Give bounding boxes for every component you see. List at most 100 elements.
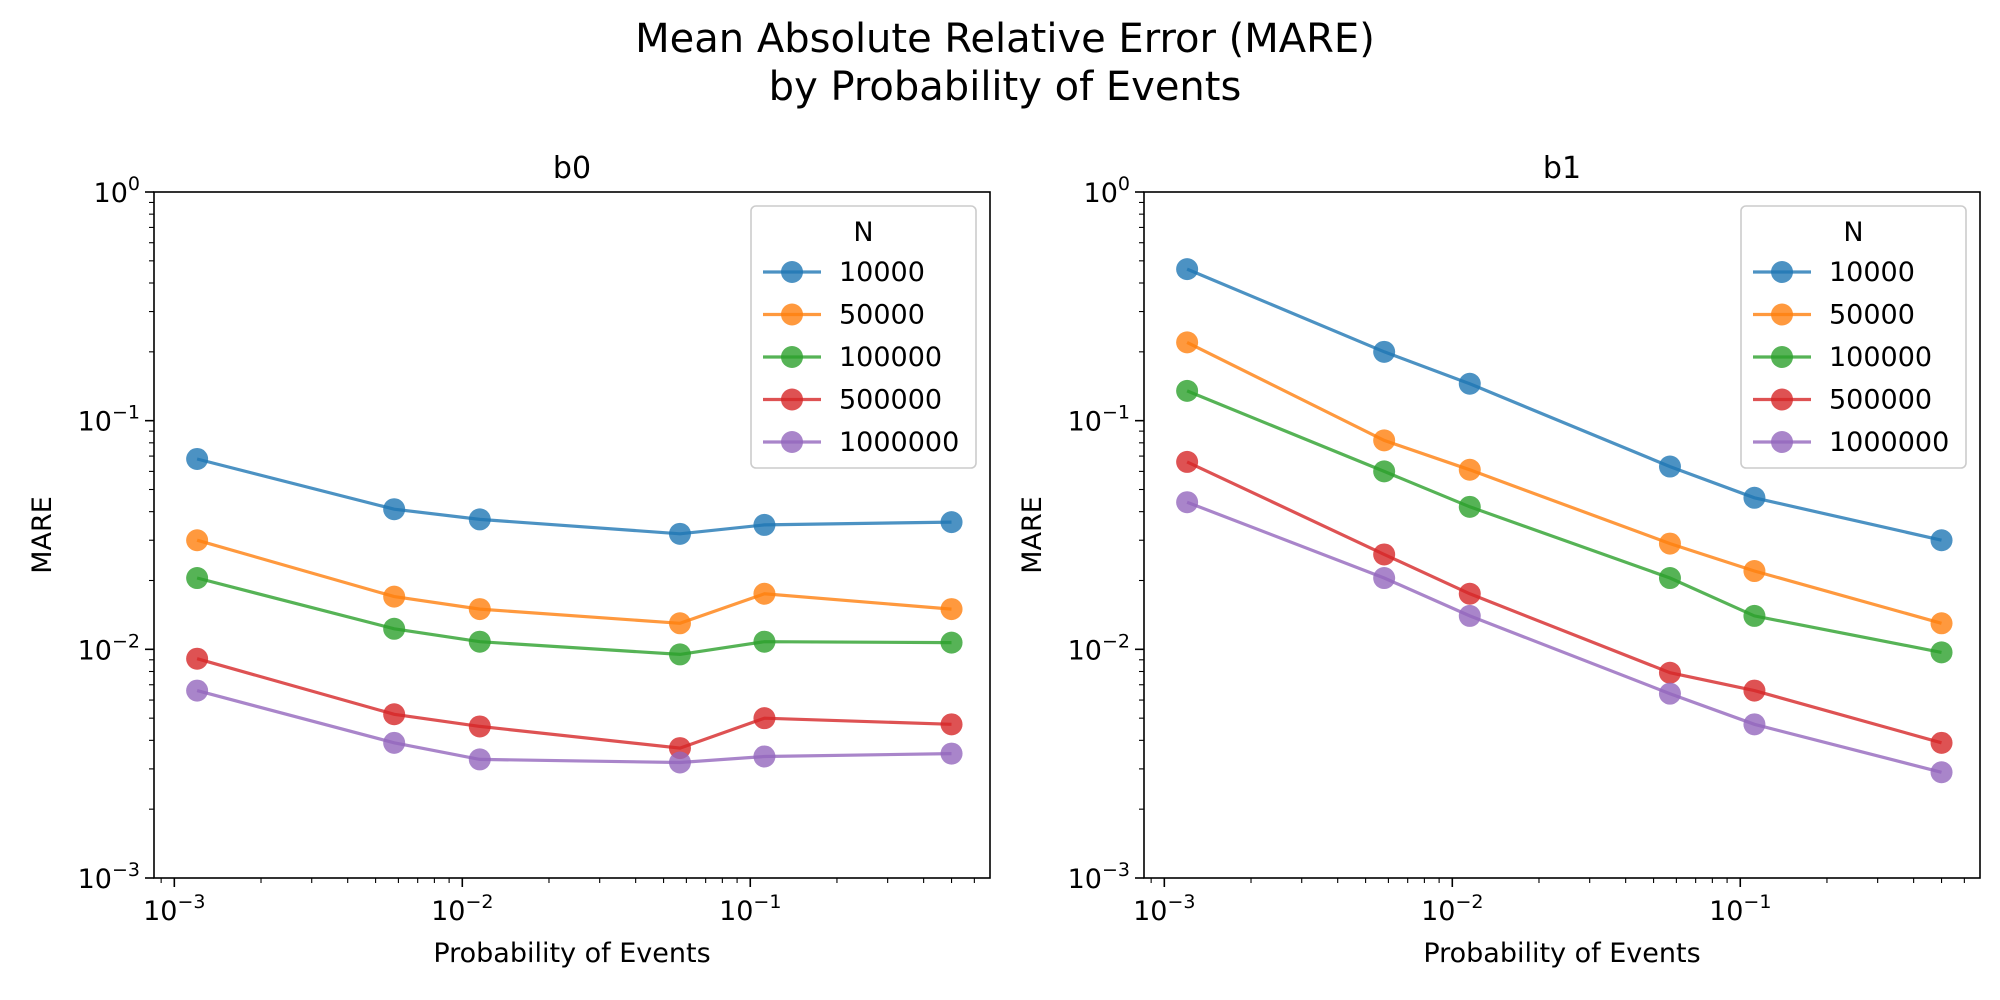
data-point-b1-50000 bbox=[1930, 612, 1953, 635]
series-line-b0-100000 bbox=[196, 576, 952, 657]
y-tick-label-b0: 10−2 bbox=[78, 630, 140, 666]
data-point-b1-500000 bbox=[1930, 731, 1953, 754]
data-point-b0-100000 bbox=[753, 630, 776, 653]
plot-title-b0: b0 bbox=[553, 151, 591, 186]
data-point-b0-1000000 bbox=[186, 679, 209, 702]
data-point-b0-50000 bbox=[753, 582, 776, 605]
data-point-b0-100000 bbox=[383, 617, 406, 640]
series-line-b1-50000 bbox=[1186, 340, 1942, 625]
data-point-b0-100000 bbox=[186, 567, 209, 590]
legend-label-b1-10000: 10000 bbox=[1829, 257, 1915, 288]
series-line-b1-100000 bbox=[1186, 389, 1942, 654]
legend-label-b0-500000: 500000 bbox=[839, 385, 942, 416]
y-tick-label-b1: 100 bbox=[1084, 173, 1130, 209]
data-point-b0-50000 bbox=[468, 598, 491, 621]
x-tick-label-b0: 10−1 bbox=[719, 891, 781, 927]
data-point-b1-50000 bbox=[1373, 429, 1396, 452]
y-tick-label-b0: 100 bbox=[94, 173, 140, 209]
data-point-b0-100000 bbox=[668, 643, 691, 666]
data-point-b1-50000 bbox=[1176, 331, 1199, 354]
plot-frame-b1 bbox=[1143, 191, 1981, 879]
chart-panel-b1: b1 10−3 10−2 10−1 10−3 10−2 10−1 100 Probability… bbox=[1017, 151, 1981, 969]
data-point-b0-500000 bbox=[940, 713, 963, 736]
legend-label-b1-1000000: 1000000 bbox=[1829, 427, 1949, 458]
legend-marker-b1-10000 bbox=[1771, 261, 1793, 283]
data-point-b0-50000 bbox=[186, 529, 209, 552]
y-tick-label-b0: 10−1 bbox=[78, 402, 140, 438]
series-line-b0-50000 bbox=[196, 538, 952, 625]
data-point-b1-10000 bbox=[1176, 258, 1199, 281]
data-point-b1-10000 bbox=[1458, 372, 1481, 395]
figure-title-line-2: by Probability of Events bbox=[769, 64, 1242, 110]
data-point-b0-100000 bbox=[940, 631, 963, 654]
legend-label-b1-100000: 100000 bbox=[1829, 342, 1932, 373]
data-point-b0-500000 bbox=[383, 703, 406, 726]
figure-title-line-1: Mean Absolute Relative Error (MARE) bbox=[635, 16, 1375, 62]
data-point-b0-10000 bbox=[940, 511, 963, 534]
legend-marker-b1-100000 bbox=[1771, 346, 1793, 368]
series-line-b0-500000 bbox=[196, 657, 952, 750]
legend-marker-b1-1000000 bbox=[1771, 431, 1793, 453]
legend-label-b0-1000000: 1000000 bbox=[839, 427, 959, 458]
y-axis-label-b0: MARE bbox=[27, 496, 58, 574]
data-point-b0-1000000 bbox=[468, 748, 491, 771]
data-point-b1-100000 bbox=[1176, 379, 1199, 402]
data-point-b0-500000 bbox=[468, 715, 491, 738]
data-point-b1-1000000 bbox=[1930, 761, 1953, 784]
data-point-b0-10000 bbox=[668, 522, 691, 545]
data-point-b1-100000 bbox=[1743, 604, 1766, 627]
data-point-b0-50000 bbox=[940, 598, 963, 621]
legend-marker-b0-1000000 bbox=[781, 431, 803, 453]
data-point-b1-50000 bbox=[1743, 560, 1766, 583]
x-tick-label-b1: 10−3 bbox=[1133, 891, 1195, 927]
data-point-b1-100000 bbox=[1458, 495, 1481, 518]
series-line-b0-1000000 bbox=[196, 689, 952, 765]
data-point-b1-1000000 bbox=[1176, 491, 1199, 514]
data-point-b1-1000000 bbox=[1373, 567, 1396, 590]
x-axis-label-b1: Probability of Events bbox=[1423, 938, 1700, 969]
data-point-b1-100000 bbox=[1658, 567, 1681, 590]
data-point-b1-10000 bbox=[1658, 455, 1681, 478]
series-line-b0-10000 bbox=[196, 457, 952, 536]
data-point-b1-1000000 bbox=[1458, 604, 1481, 627]
data-point-b1-500000 bbox=[1743, 679, 1766, 702]
series-line-b1-500000 bbox=[1186, 460, 1942, 745]
data-point-b1-50000 bbox=[1658, 532, 1681, 555]
plot-frame-b0 bbox=[153, 191, 991, 879]
legend-marker-b0-500000 bbox=[781, 388, 803, 411]
y-axis-label-b1: MARE bbox=[1017, 496, 1048, 574]
data-point-b1-500000 bbox=[1373, 543, 1396, 566]
data-point-b1-500000 bbox=[1458, 582, 1481, 605]
data-point-b1-10000 bbox=[1930, 529, 1953, 552]
x-tick-label-b1: 10−1 bbox=[1709, 891, 1771, 927]
legend-label-b1-500000: 500000 bbox=[1829, 385, 1932, 416]
data-point-b0-100000 bbox=[468, 630, 491, 653]
legend-label-b0-10000: 10000 bbox=[839, 257, 925, 288]
legend-label-b0-50000: 50000 bbox=[839, 300, 925, 331]
data-point-b1-100000 bbox=[1373, 460, 1396, 483]
data-point-b0-10000 bbox=[383, 498, 406, 521]
data-point-b1-50000 bbox=[1458, 458, 1481, 481]
data-point-b1-1000000 bbox=[1658, 682, 1681, 705]
data-point-b0-1000000 bbox=[753, 745, 776, 768]
y-tick-label-b1: 10−2 bbox=[1068, 630, 1130, 666]
legend-title-b1: N bbox=[1843, 217, 1863, 248]
y-tick-label-b1: 10−3 bbox=[1068, 859, 1130, 895]
data-point-b1-1000000 bbox=[1743, 713, 1766, 736]
data-point-b1-500000 bbox=[1658, 661, 1681, 684]
data-point-b1-10000 bbox=[1373, 340, 1396, 363]
data-point-b0-10000 bbox=[468, 508, 491, 531]
legend-marker-b0-50000 bbox=[781, 303, 803, 326]
data-point-b1-500000 bbox=[1176, 450, 1199, 473]
x-axis-label-b0: Probability of Events bbox=[433, 938, 710, 969]
data-point-b0-500000 bbox=[753, 707, 776, 730]
plot-title-b1: b1 bbox=[1543, 151, 1581, 186]
legend-marker-b1-500000 bbox=[1771, 388, 1793, 411]
legend-marker-b0-100000 bbox=[781, 346, 803, 368]
x-tick-label-b0: 10−3 bbox=[143, 891, 205, 927]
data-point-b0-10000 bbox=[186, 447, 209, 470]
series-line-b1-1000000 bbox=[1186, 500, 1942, 774]
data-point-b0-1000000 bbox=[383, 731, 406, 754]
data-point-b0-10000 bbox=[753, 513, 776, 536]
